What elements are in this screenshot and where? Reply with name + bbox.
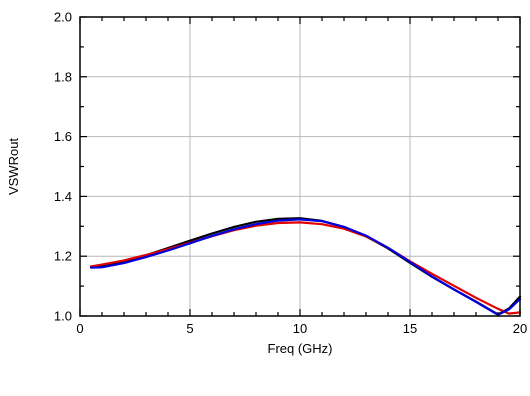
series-line-2 — [89, 221, 522, 315]
x-tick-label: 5 — [186, 321, 193, 336]
grid — [80, 17, 520, 316]
y-axis-label: VSWRout — [6, 138, 21, 195]
x-tick-label: 10 — [293, 321, 307, 336]
x-tick-label: 20 — [513, 321, 527, 336]
series-group — [89, 217, 522, 316]
tick-labels: 0 5 10 15 20 1.0 1.2 1.4 1.6 1.8 2.0 — [54, 10, 527, 337]
y-tick-label: 2.0 — [54, 10, 72, 25]
y-tick-label: 1.8 — [54, 69, 72, 84]
ticks — [79, 16, 521, 317]
series-line-3 — [89, 218, 522, 316]
series-line-1 — [89, 217, 522, 316]
y-tick-label: 1.0 — [54, 309, 72, 324]
y-tick-label: 1.2 — [54, 249, 72, 264]
x-axis-label: Freq (GHz) — [268, 341, 333, 356]
y-tick-label: 1.6 — [54, 129, 72, 144]
y-tick-label: 1.4 — [54, 189, 72, 204]
x-tick-label: 0 — [76, 321, 83, 336]
x-tick-label: 15 — [403, 321, 417, 336]
